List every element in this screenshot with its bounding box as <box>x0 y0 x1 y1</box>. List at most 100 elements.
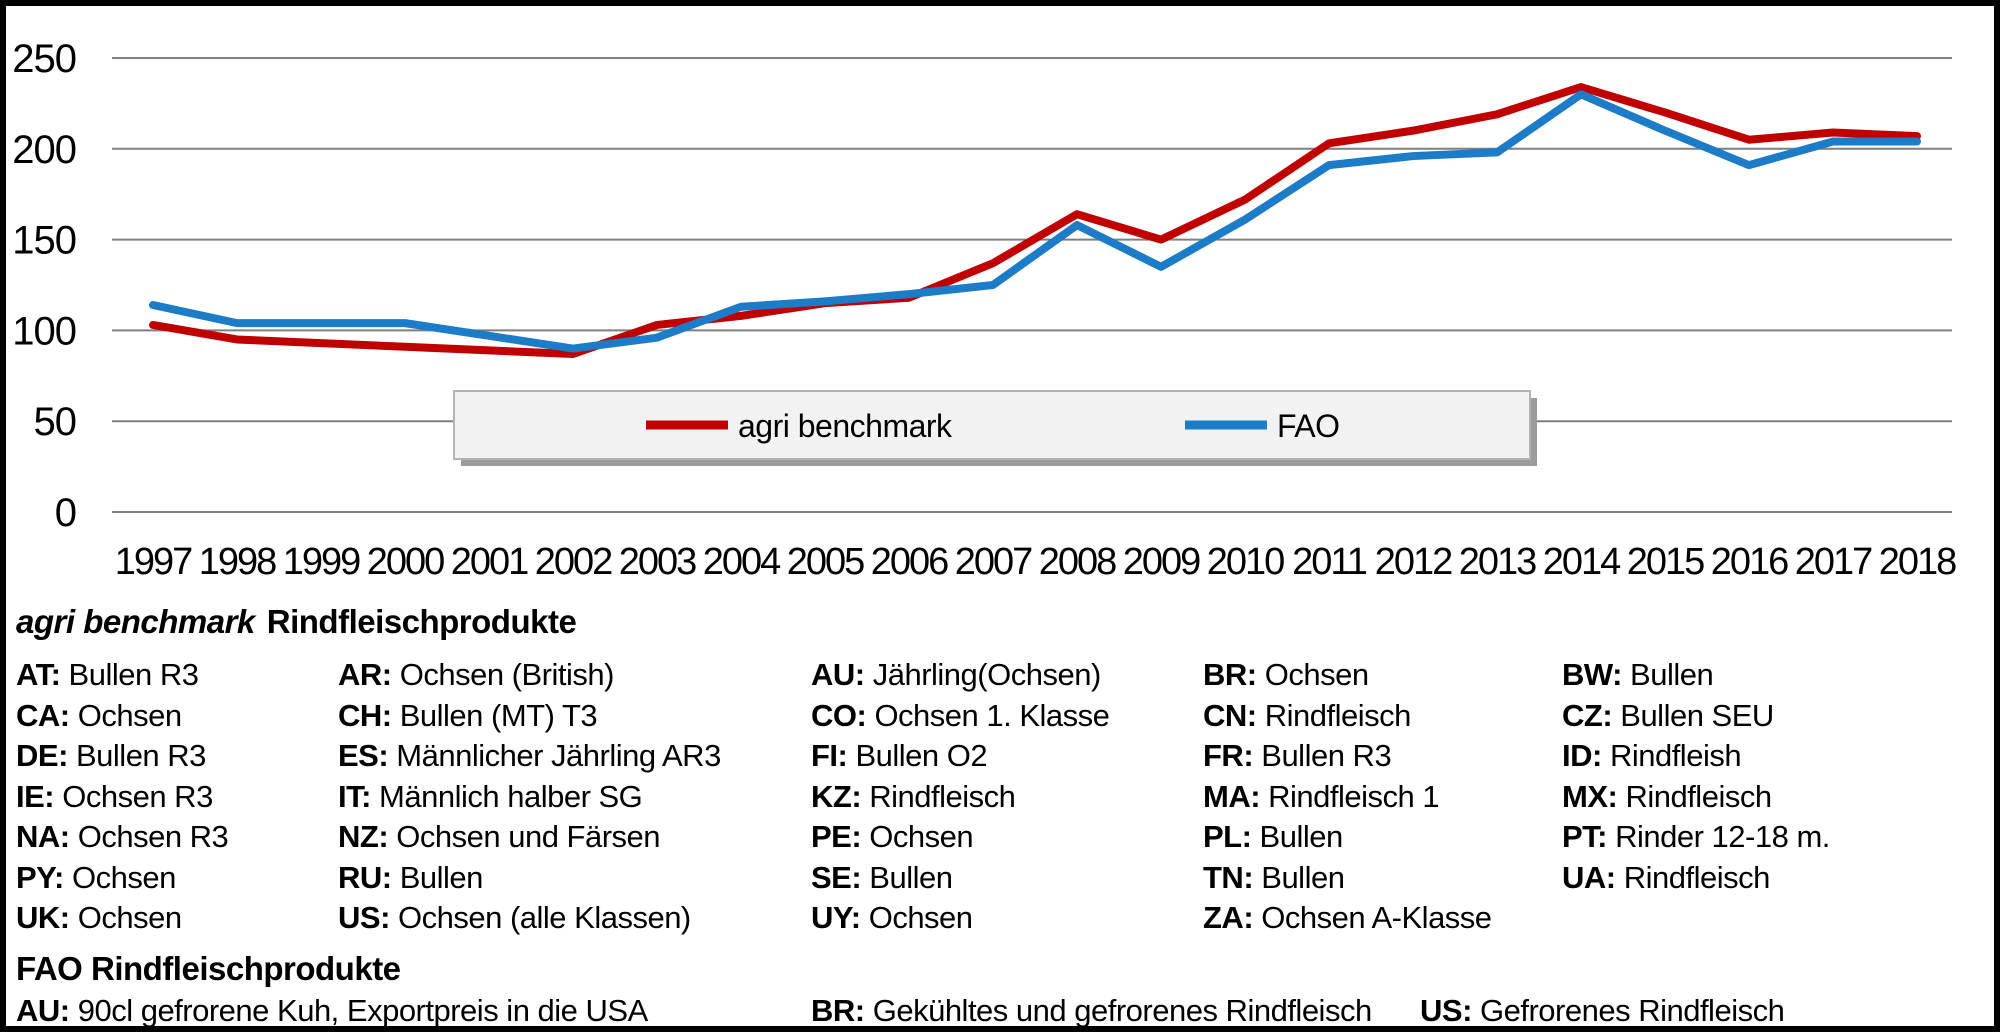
product-code: UK: <box>16 900 70 935</box>
product-code: SE: <box>811 859 862 895</box>
product-code: TN: <box>1203 859 1254 895</box>
product-desc: Bullen <box>861 859 953 895</box>
product-desc: Bullen <box>391 859 484 895</box>
product-entry-US: US: Ochsen (alle Klassen) <box>338 899 691 936</box>
product-code: BR: <box>811 993 865 1028</box>
agri-products-section-title: agri benchmark Rindfleischprodukte <box>16 603 577 641</box>
product-entry-ES: ES: Männlicher Jährling AR3 <box>338 737 721 774</box>
product-entry-BR: BR: Ochsen <box>1203 656 1369 693</box>
x-axis-tick-1999: 1999 <box>283 541 360 583</box>
y-axis-tick-0: 0 <box>55 491 76 535</box>
legend: agri benchmark FAO <box>453 390 1537 466</box>
x-axis-tick-2016: 2016 <box>1711 541 1788 583</box>
product-entry-PE: PE: Ochsen <box>811 818 974 855</box>
x-axis-tick-2004: 2004 <box>703 541 781 583</box>
product-entry-FR: FR: Bullen R3 <box>1203 737 1392 774</box>
y-axis-tick-100: 100 <box>12 309 76 353</box>
product-desc: Männlicher Jährling AR3 <box>388 738 721 773</box>
product-code: BR: <box>1203 657 1257 692</box>
product-desc: Ochsen R3 <box>54 778 213 814</box>
product-code: KZ: <box>811 778 862 814</box>
product-entry-FI: FI: Bullen O2 <box>811 737 988 774</box>
legend-box <box>453 390 1531 460</box>
product-desc: Rindfleisch <box>1617 778 1772 814</box>
x-axis-tick-1998: 1998 <box>199 541 276 583</box>
product-code: US: <box>1420 993 1472 1028</box>
product-desc: Bullen R3 <box>60 657 199 692</box>
fao-product-entry-US: US: Gefrorenes Rindfleisch <box>1420 992 1785 1028</box>
product-code: CN: <box>1203 697 1257 733</box>
product-code: NA: <box>16 819 70 854</box>
product-desc: Rindfleisch <box>1615 859 1771 895</box>
product-code: AR: <box>338 657 392 692</box>
product-desc: Ochsen und Färsen <box>388 819 661 854</box>
product-entry-DE: DE: Bullen R3 <box>16 737 206 774</box>
x-axis-tick-2011: 2011 <box>1292 541 1367 583</box>
product-code: ID: <box>1562 738 1602 773</box>
product-desc: Ochsen <box>69 697 182 733</box>
product-code: DE: <box>16 738 68 773</box>
product-code: AU: <box>811 657 865 692</box>
product-code: UY: <box>811 900 861 935</box>
x-axis-tick-2014: 2014 <box>1543 541 1621 583</box>
x-axis-tick-2000: 2000 <box>367 541 444 583</box>
series-line-1-fao <box>149 90 1921 353</box>
product-entry-ID: ID: Rindfleish <box>1562 737 1742 774</box>
product-desc: Ochsen <box>63 859 176 895</box>
product-entry-CA: CA: Ochsen <box>16 697 182 734</box>
product-code: UA: <box>1562 859 1616 895</box>
legend-agri-benchmark-label: agri benchmark <box>738 408 953 444</box>
product-code: BW: <box>1562 657 1622 692</box>
x-axis-tick-2012: 2012 <box>1375 541 1452 583</box>
legend-fao-label: FAO <box>1277 408 1340 444</box>
product-desc: Ochsen (British) <box>391 657 615 692</box>
x-axis-tick-2001: 2001 <box>451 541 528 583</box>
product-desc: Ochsen (alle Klassen) <box>389 900 691 935</box>
product-desc: 90cl gefrorene Kuh, Exportpreis in die U… <box>69 993 649 1028</box>
x-axis-tick-2017: 2017 <box>1795 541 1872 583</box>
product-desc: Gekühltes und gefrorenes Rindfleisch <box>864 993 1372 1028</box>
product-desc: Gefrorenes Rindfleisch <box>1471 993 1785 1028</box>
product-entry-NA: NA: Ochsen R3 <box>16 818 229 855</box>
product-code: NZ: <box>338 819 389 854</box>
product-code: MX: <box>1562 778 1618 814</box>
product-entry-UK: UK: Ochsen <box>16 899 182 936</box>
x-axis-tick-2009: 2009 <box>1123 541 1200 583</box>
product-code: AT: <box>16 657 61 692</box>
y-axis-tick-150: 150 <box>12 219 76 263</box>
product-entry-UY: UY: Ochsen <box>811 899 973 936</box>
x-axis-tick-2006: 2006 <box>871 541 948 583</box>
product-entry-AU: AU: Jährling(Ochsen) <box>811 656 1101 693</box>
fao-products-section-title: FAO Rindfleischprodukte <box>16 950 401 987</box>
product-entry-RU: RU: Bullen <box>338 859 483 896</box>
product-desc: Jährling(Ochsen) <box>864 657 1102 692</box>
product-desc: Bullen SEU <box>1612 697 1774 733</box>
product-entry-KZ: KZ: Rindfleisch <box>811 778 1016 815</box>
product-desc: Bullen O2 <box>847 738 988 773</box>
product-desc: Bullen <box>1251 819 1344 854</box>
product-code: CA: <box>16 697 70 733</box>
product-desc: Ochsen R3 <box>69 819 229 854</box>
product-entry-AT: AT: Bullen R3 <box>16 656 199 693</box>
fao-product-entry-BR: BR: Gekühltes und gefrorenes Rindfleisch <box>811 992 1372 1028</box>
fao-product-entry-AU: AU: 90cl gefrorene Kuh, Exportpreis in d… <box>16 992 649 1028</box>
product-desc: Ochsen <box>860 900 973 935</box>
product-code: IT: <box>338 778 371 814</box>
x-axis-tick-2003: 2003 <box>619 541 696 583</box>
product-desc: Ochsen <box>69 900 182 935</box>
product-code: PY: <box>16 859 64 895</box>
product-entry-BW: BW: Bullen <box>1562 656 1714 693</box>
product-desc: Ochsen A-Klasse <box>1253 900 1492 935</box>
product-code: CH: <box>338 697 392 733</box>
x-axis-tick-2013: 2013 <box>1459 541 1536 583</box>
product-desc: Rindfleisch 1 <box>1260 778 1440 814</box>
x-axis-tick-2015: 2015 <box>1627 541 1704 583</box>
product-entry-PY: PY: Ochsen <box>16 859 176 896</box>
product-entry-PL: PL: Bullen <box>1203 818 1343 855</box>
product-entry-IT: IT: Männlich halber SG <box>338 778 643 815</box>
product-desc: Bullen <box>1253 859 1345 895</box>
product-desc: Bullen R3 <box>1253 738 1392 773</box>
product-desc: Ochsen <box>1256 657 1369 692</box>
